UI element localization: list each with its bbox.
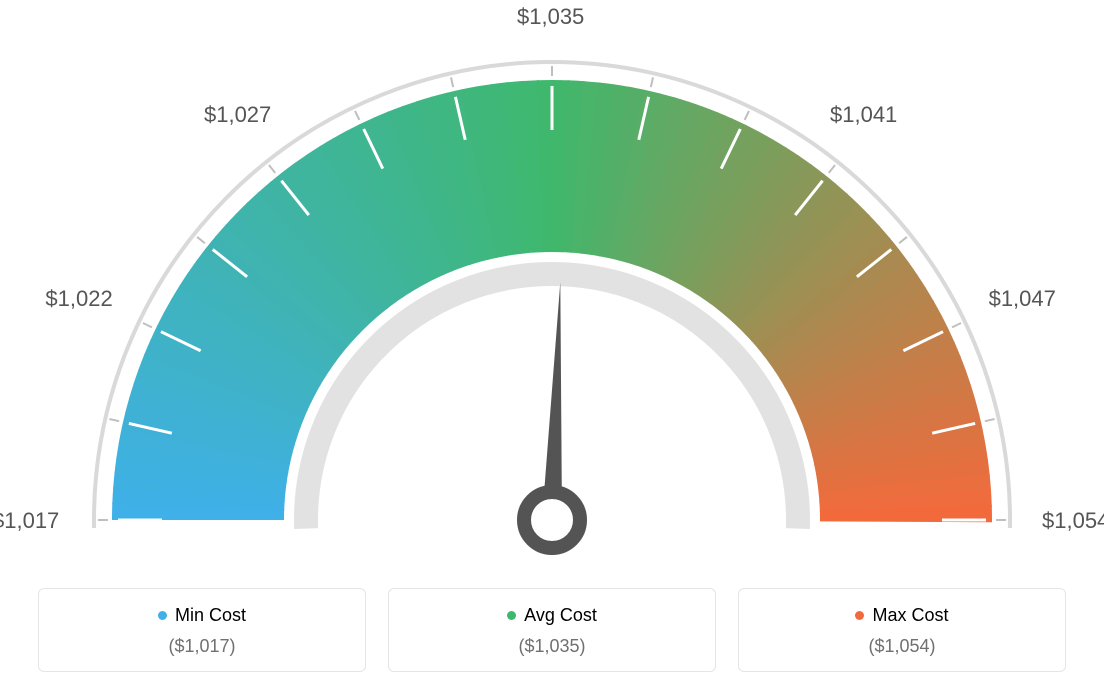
legend-card-avg: Avg Cost ($1,035) [388,588,716,672]
dot-icon [855,611,864,620]
dot-icon [158,611,167,620]
gauge-tick-label: $1,054 [1042,508,1104,534]
legend-value: ($1,035) [399,636,705,657]
dot-icon [507,611,516,620]
gauge-tick-label: $1,022 [45,286,112,312]
legend-card-max: Max Cost ($1,054) [738,588,1066,672]
gauge-chart: $1,017 $1,022 $1,027 $1,035 $1,041 $1,047 $1,0… [0,0,1104,560]
legend-value: ($1,017) [49,636,355,657]
legend-row: Min Cost ($1,017) Avg Cost ($1,035) Max … [0,588,1104,672]
legend-label: Max Cost [872,605,948,626]
gauge-svg [0,0,1104,560]
legend-title-min: Min Cost [158,605,246,626]
gauge-tick-label: $1,017 [0,508,59,534]
legend-title-max: Max Cost [855,605,948,626]
gauge-tick-label: $1,035 [517,4,584,30]
legend-card-min: Min Cost ($1,017) [38,588,366,672]
gauge-tick-label: $1,041 [830,102,897,128]
gauge-tick-label: $1,027 [204,102,271,128]
legend-label: Min Cost [175,605,246,626]
gauge-tick-label: $1,047 [989,286,1056,312]
legend-label: Avg Cost [524,605,597,626]
legend-title-avg: Avg Cost [507,605,597,626]
legend-value: ($1,054) [749,636,1055,657]
